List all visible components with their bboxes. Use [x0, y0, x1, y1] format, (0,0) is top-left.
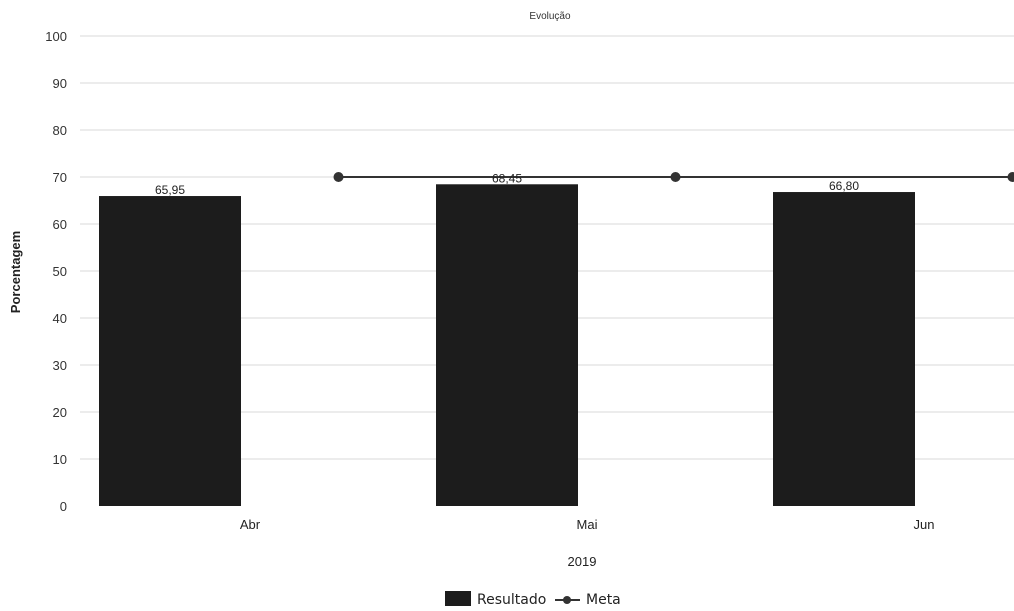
- x-axis-label: 2019: [568, 554, 597, 569]
- y-tick-label: 100: [45, 29, 67, 44]
- data-label: 66,80: [829, 179, 859, 193]
- bar: [436, 184, 578, 506]
- bar-series: [99, 184, 915, 507]
- legend-label-resultado: Resultado: [477, 592, 546, 608]
- y-tick-label: 50: [53, 264, 67, 279]
- bar: [773, 192, 915, 507]
- x-tick-label: Mai: [577, 517, 598, 532]
- x-tick-label: Abr: [240, 517, 261, 532]
- y-tick-label: 10: [53, 452, 67, 467]
- data-label: 68,45: [492, 171, 522, 185]
- y-tick-label: 90: [53, 76, 67, 91]
- y-tick-label: 80: [53, 123, 67, 138]
- data-labels: 65,95 68,45 66,80: [155, 171, 859, 197]
- y-tick-label: 0: [60, 499, 67, 514]
- line-series: [333, 172, 1014, 182]
- meta-point: [1007, 172, 1014, 182]
- x-tick-label: Jun: [914, 517, 935, 532]
- legend-marker-meta: [563, 596, 571, 604]
- legend: Resultado Meta: [445, 591, 621, 608]
- chart-title: Evolução: [529, 11, 571, 22]
- y-tick-label: 70: [53, 170, 67, 185]
- y-tick-label: 30: [53, 358, 67, 373]
- legend-label-meta: Meta: [586, 592, 621, 608]
- data-label: 65,95: [155, 183, 185, 197]
- x-axis-ticks: Abr Mai Jun: [240, 517, 935, 532]
- legend-swatch-resultado: [445, 591, 471, 606]
- y-axis-ticks: 0 10 20 30 40 50 60 70 80 90 100: [45, 29, 67, 514]
- y-tick-label: 60: [53, 217, 67, 232]
- meta-point: [333, 172, 344, 182]
- y-axis-label: Porcentagem: [8, 231, 23, 313]
- meta-point: [670, 172, 681, 182]
- bar: [99, 196, 241, 506]
- y-tick-label: 40: [53, 311, 67, 326]
- y-tick-label: 20: [53, 405, 67, 420]
